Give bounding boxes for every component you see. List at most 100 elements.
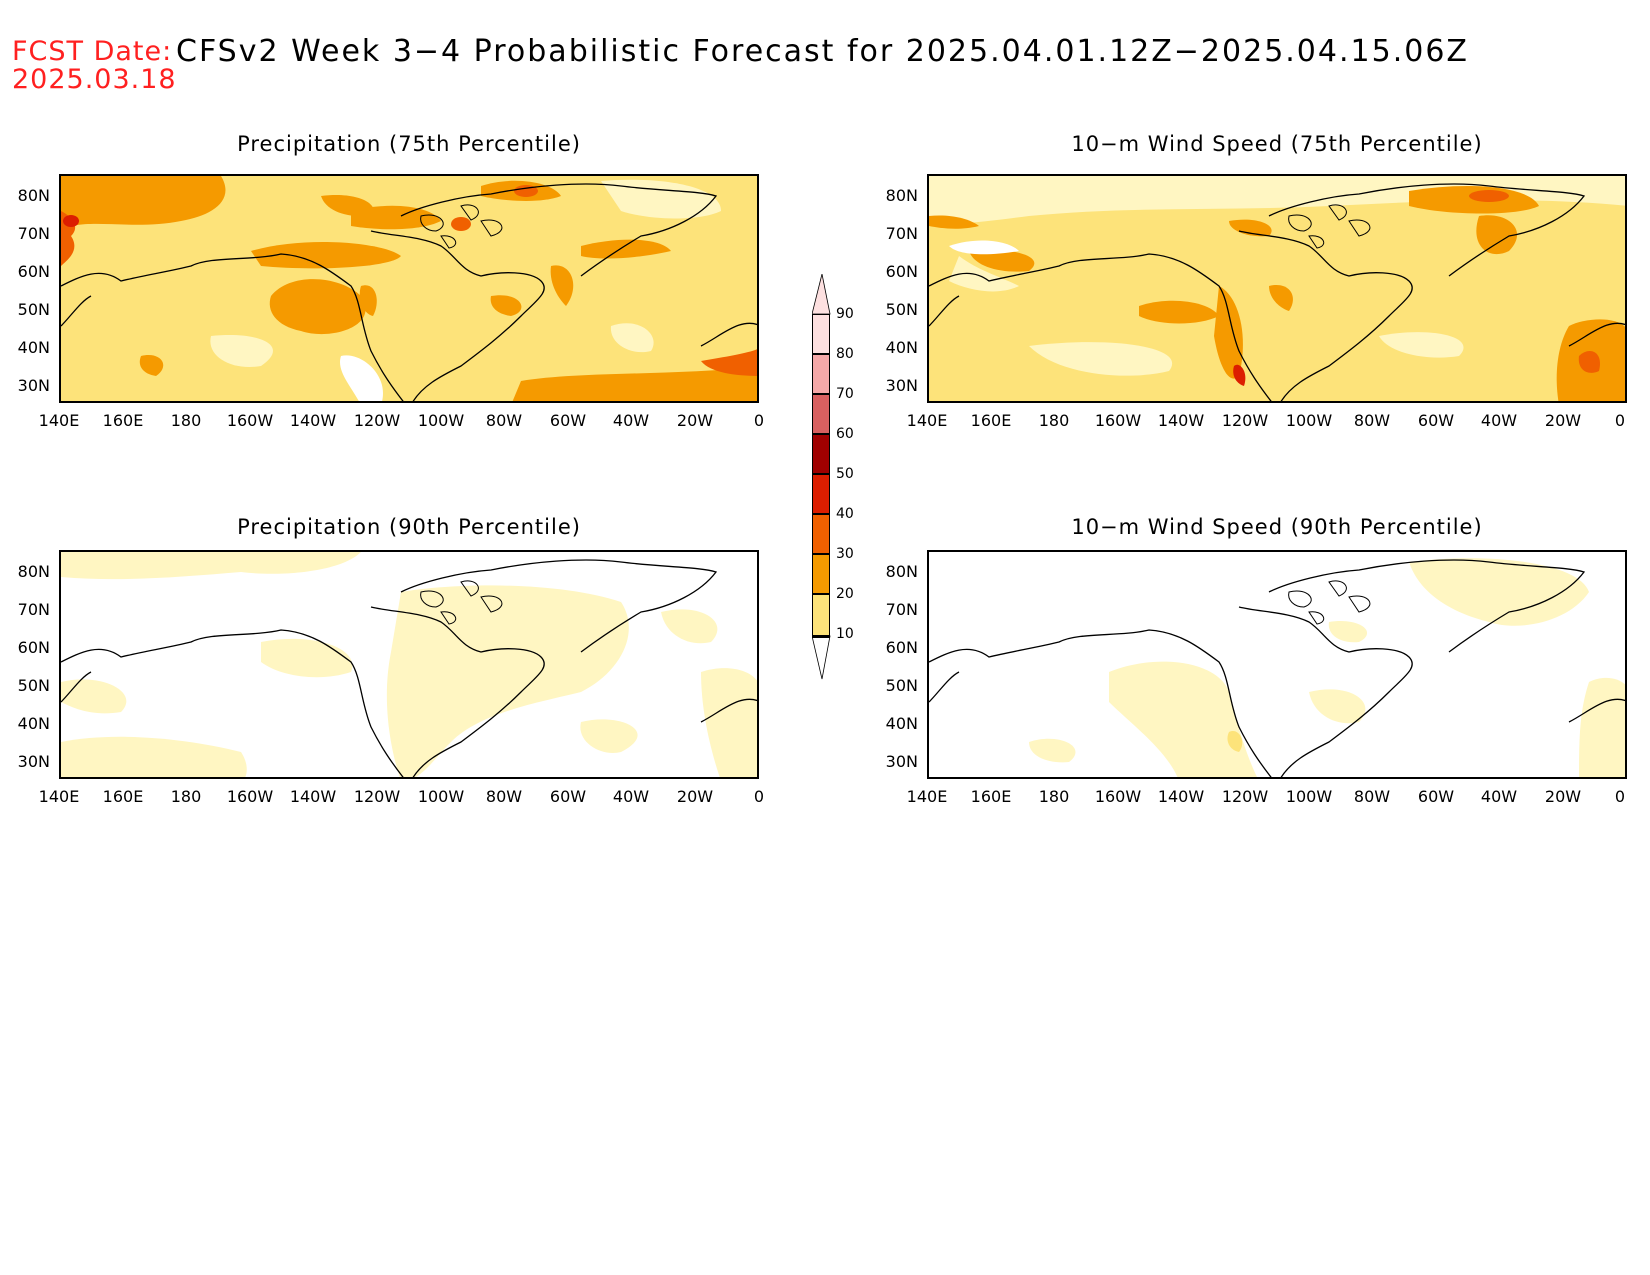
panel-title-wind-75: 10−m Wind Speed (75th Percentile) [1071, 132, 1483, 156]
lon-label: 160W [226, 411, 274, 430]
lon-label: 140E [906, 411, 948, 430]
lon-label: 140E [38, 411, 80, 430]
lon-label: 40W [1480, 411, 1518, 430]
lat-label: 60N [17, 638, 50, 657]
colorbar-swatch [812, 314, 830, 354]
colorbar-label: 40 [836, 506, 854, 522]
lat-label: 50N [885, 300, 918, 319]
colorbar-label: 60 [836, 426, 854, 442]
lon-label: 40W [1480, 787, 1518, 806]
lat-label: 50N [17, 300, 50, 319]
lat-label: 80N [17, 562, 50, 581]
map-precip-90 [59, 550, 759, 779]
lon-label: 20W [676, 787, 714, 806]
lon-label: 120W [353, 787, 401, 806]
colorbar-swatch [812, 394, 830, 434]
lat-label: 50N [885, 676, 918, 695]
lat-label: 80N [885, 186, 918, 205]
lon-label: 80W [485, 787, 523, 806]
lon-label: 40W [612, 787, 650, 806]
lon-label: 40W [612, 411, 650, 430]
map-svg [61, 176, 757, 401]
lon-label: 160W [226, 787, 274, 806]
lon-label: 80W [1353, 411, 1391, 430]
lon-label: 160E [970, 787, 1012, 806]
colorbar-label: 20 [836, 586, 854, 602]
fcst-date-label: FCST Date: [12, 36, 173, 67]
colorbar-label: 10 [836, 626, 854, 642]
lon-label: 180 [170, 411, 202, 430]
lat-label: 30N [17, 376, 50, 395]
colorbar-label: 30 [836, 546, 854, 562]
lon-label: 160E [102, 787, 144, 806]
colorbar-swatch [812, 514, 830, 554]
lon-label: 0 [753, 411, 765, 430]
lon-label: 100W [1285, 787, 1333, 806]
lon-label: 60W [1417, 787, 1455, 806]
lon-label: 20W [1544, 787, 1582, 806]
lon-label: 80W [485, 411, 523, 430]
lat-label: 50N [17, 676, 50, 695]
lon-label: 20W [676, 411, 714, 430]
lon-label: 140E [38, 787, 80, 806]
colorbar-label: 80 [836, 346, 854, 362]
lon-label: 180 [170, 787, 202, 806]
map-svg [929, 176, 1625, 401]
lon-label: 60W [549, 787, 587, 806]
lon-label: 100W [417, 787, 465, 806]
lon-label: 60W [1417, 411, 1455, 430]
colorbar-swatch [812, 354, 830, 394]
lon-label: 140W [289, 411, 337, 430]
lon-label: 160E [970, 411, 1012, 430]
lat-label: 30N [885, 752, 918, 771]
lon-label: 80W [1353, 787, 1391, 806]
lon-label: 60W [549, 411, 587, 430]
lat-label: 40N [17, 338, 50, 357]
lat-label: 60N [17, 262, 50, 281]
lat-label: 70N [17, 224, 50, 243]
lat-label: 70N [17, 600, 50, 619]
lat-label: 60N [885, 638, 918, 657]
colorbar-swatch [812, 434, 830, 474]
map-svg [61, 552, 757, 777]
lon-label: 120W [353, 411, 401, 430]
lon-label: 20W [1544, 411, 1582, 430]
lon-label: 140W [1157, 787, 1205, 806]
map-svg [929, 552, 1625, 777]
colorbar-swatch [812, 594, 830, 636]
lon-label: 0 [753, 787, 765, 806]
panel-title-precip-75: Precipitation (75th Percentile) [237, 132, 581, 156]
lat-label: 60N [885, 262, 918, 281]
colorbar-label: 70 [836, 386, 854, 402]
panel-title-precip-90: Precipitation (90th Percentile) [237, 515, 581, 539]
lon-label: 100W [417, 411, 465, 430]
colorbar-label: 90 [836, 306, 854, 322]
colorbar-label: 50 [836, 466, 854, 482]
lon-label: 120W [1221, 787, 1269, 806]
lat-label: 70N [885, 224, 918, 243]
lon-label: 140W [289, 787, 337, 806]
colorbar-swatch [812, 636, 830, 638]
map-wind-90 [927, 550, 1627, 779]
lat-label: 80N [885, 562, 918, 581]
panel-title-wind-90: 10−m Wind Speed (90th Percentile) [1071, 515, 1483, 539]
lon-label: 140E [906, 787, 948, 806]
lon-label: 120W [1221, 411, 1269, 430]
lon-label: 140W [1157, 411, 1205, 430]
lat-label: 40N [885, 338, 918, 357]
lon-label: 0 [1614, 787, 1626, 806]
map-precip-75 [59, 174, 759, 403]
lat-label: 30N [885, 376, 918, 395]
colorbar-swatch [812, 474, 830, 514]
lat-label: 30N [17, 752, 50, 771]
lat-label: 80N [17, 186, 50, 205]
lat-label: 70N [885, 600, 918, 619]
lon-label: 160W [1094, 411, 1142, 430]
map-wind-75 [927, 174, 1627, 403]
lat-label: 40N [17, 714, 50, 733]
lon-label: 100W [1285, 411, 1333, 430]
lon-label: 0 [1614, 411, 1626, 430]
lon-label: 160E [102, 411, 144, 430]
lon-label: 180 [1038, 411, 1070, 430]
lon-label: 160W [1094, 787, 1142, 806]
